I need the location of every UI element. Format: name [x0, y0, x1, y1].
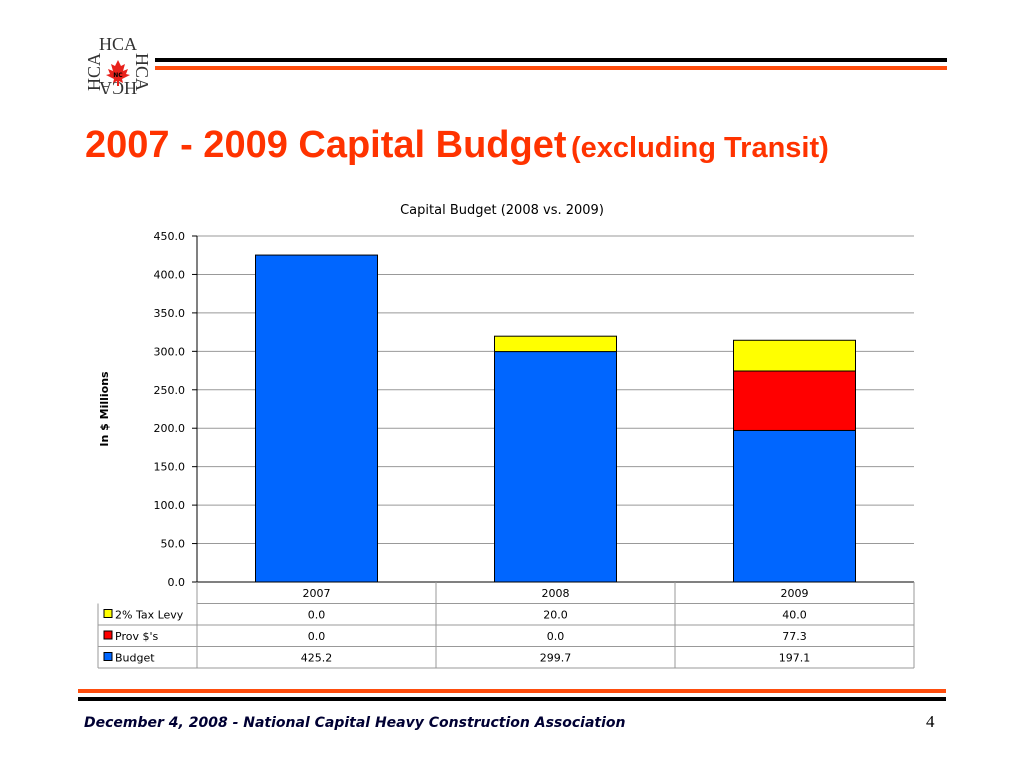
legend-label: 2% Tax Levy: [115, 609, 184, 622]
footer-text: December 4, 2008 - National Capital Heav…: [84, 715, 626, 731]
logo-text-right: HCA: [132, 53, 152, 91]
y-tick-label: 100.0: [154, 499, 186, 512]
x-tick-label: 2008: [542, 587, 570, 600]
y-tick-label: 200.0: [154, 422, 186, 435]
data-label: 0.0: [308, 609, 326, 622]
logo-text-left: HCA: [84, 53, 104, 91]
bar-budget: [255, 254, 378, 583]
capital-budget-chart: Capital Budget (2008 vs. 2009) In $ Milli…: [97, 203, 915, 669]
y-tick-label: 250.0: [154, 384, 186, 397]
legend-label: Prov $'s: [115, 630, 158, 643]
data-label: 425.2: [301, 652, 333, 665]
legend-swatch: [103, 652, 113, 661]
y-tick-label: 50.0: [161, 538, 186, 551]
data-label: 20.0: [543, 609, 568, 622]
legend-swatch: [103, 630, 113, 640]
data-label: 77.3: [782, 630, 807, 643]
data-label: 0.0: [547, 630, 565, 643]
page-title: 2007 - 2009 Capital Budget (excluding Tr…: [85, 124, 829, 167]
y-tick-label: 350.0: [154, 307, 186, 320]
bar-budget: [733, 429, 856, 583]
title-sub: (excluding Transit): [570, 132, 829, 164]
legend-swatch: [103, 609, 113, 618]
logo-text-top: HCA: [99, 34, 137, 54]
header-rule-orange: [155, 66, 947, 70]
footer-rule-black: [78, 697, 946, 701]
logo-text-bottom: HCA: [99, 78, 137, 98]
y-tick-label: 450.0: [154, 230, 186, 243]
legend-label: Budget: [115, 652, 155, 665]
data-label: 0.0: [308, 630, 326, 643]
title-main: 2007 - 2009 Capital Budget: [85, 124, 567, 166]
chart-title: Capital Budget (2008 vs. 2009): [400, 203, 604, 218]
y-axis-label: In $ Millions: [98, 371, 111, 447]
x-tick-label: 2009: [781, 587, 809, 600]
data-label: 299.7: [540, 652, 572, 665]
footer-rule-orange: [78, 689, 946, 693]
bar-prov-s: [733, 370, 856, 431]
y-tick-label: 0.0: [168, 576, 186, 589]
header-rule-black: [155, 58, 947, 62]
bar-budget: [494, 351, 617, 583]
maple-leaf-icon: [106, 60, 130, 86]
page-number: 4: [926, 712, 935, 731]
hca-logo: HCA HCA HCA HCA NC: [84, 34, 152, 98]
logo-center-text: NC: [113, 72, 123, 79]
y-tick-label: 400.0: [154, 268, 186, 281]
bar-2-tax-levy: [733, 339, 856, 372]
data-label: 40.0: [782, 609, 807, 622]
bar-2-tax-levy: [494, 335, 617, 353]
y-tick-label: 300.0: [154, 345, 186, 358]
x-tick-label: 2007: [303, 587, 331, 600]
y-tick-label: 150.0: [154, 461, 186, 474]
data-label: 197.1: [779, 652, 811, 665]
